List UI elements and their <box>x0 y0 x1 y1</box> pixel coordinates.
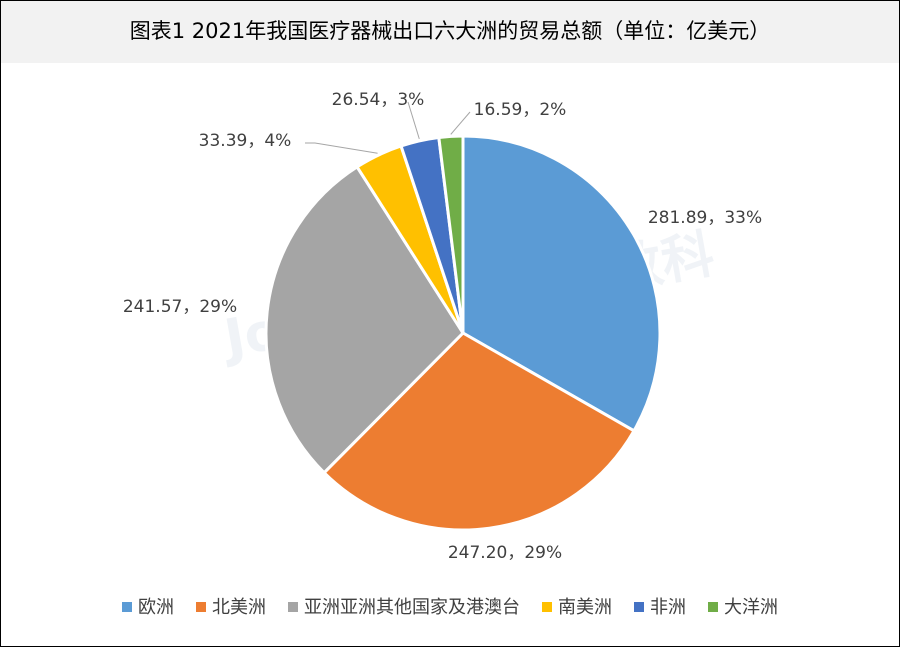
legend-label: 南美洲 <box>558 597 612 618</box>
data-label: 281.89，33% <box>648 208 762 228</box>
pie-slice <box>437 134 465 334</box>
data-label: 241.57，29% <box>123 297 237 317</box>
pie-slice <box>321 331 637 532</box>
legend-label: 北美洲 <box>212 597 266 618</box>
legend-swatch <box>196 602 206 612</box>
chart-title: 图表1 2021年我国医疗器械出口六大洲的贸易总额（单位：亿美元） <box>130 19 770 43</box>
legend-swatch <box>542 602 552 612</box>
legend-label: 大洋洲 <box>724 597 778 618</box>
data-label: 247.20，29% <box>448 543 562 563</box>
legend-swatch <box>288 602 298 612</box>
legend-label: 非洲 <box>650 597 686 618</box>
leader-line <box>305 142 378 154</box>
legend-swatch <box>122 602 132 612</box>
legend-label: 亚洲亚洲其他国家及港澳台 <box>304 597 520 618</box>
pie-slice <box>264 164 465 475</box>
title-bar <box>1 1 899 63</box>
leader-line <box>407 101 420 140</box>
data-label: 33.39，4% <box>199 131 292 151</box>
leader-line <box>450 111 471 135</box>
pie-slice <box>461 134 662 433</box>
legend-swatch <box>634 602 644 612</box>
legend-swatch <box>708 602 718 612</box>
data-label: 26.54，3% <box>332 90 425 110</box>
legend-label: 欧洲 <box>138 597 174 618</box>
data-label: 16.59，2% <box>474 100 567 120</box>
